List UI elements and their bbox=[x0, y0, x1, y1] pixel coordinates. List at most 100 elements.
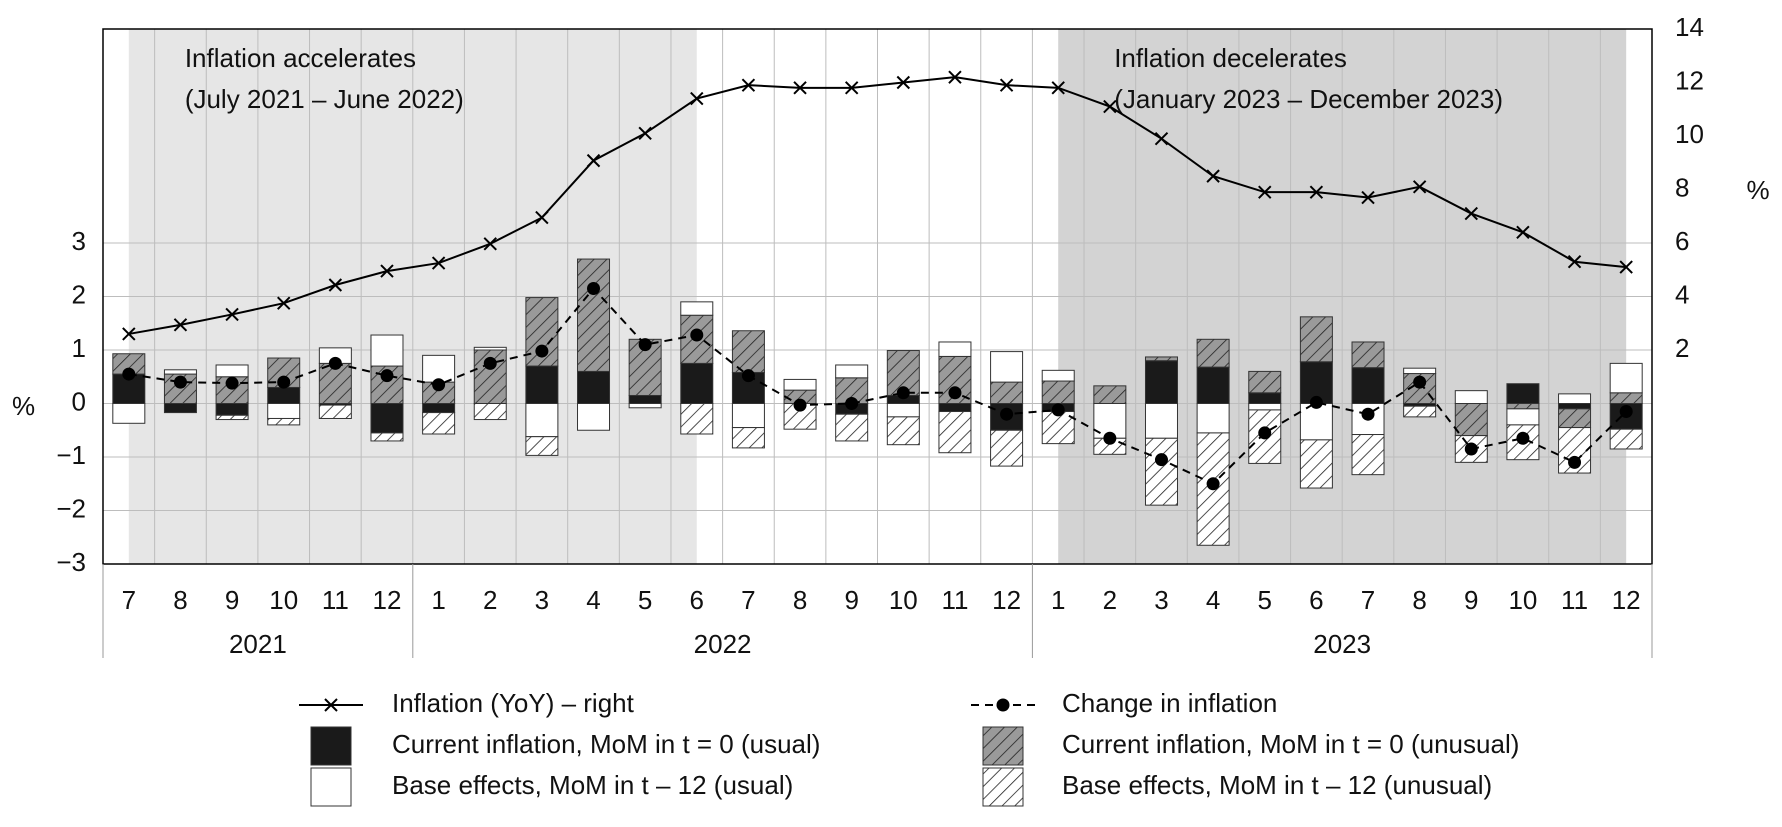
y-tick-label: −3 bbox=[56, 547, 86, 577]
point bbox=[1206, 477, 1220, 491]
y-tick-label: 1 bbox=[72, 333, 86, 363]
bar-segment bbox=[525, 436, 559, 456]
point bbox=[793, 81, 807, 95]
bar-segment bbox=[835, 364, 869, 379]
bar-segment bbox=[1144, 437, 1178, 506]
bar-segment bbox=[938, 411, 972, 454]
point bbox=[1516, 431, 1530, 445]
bar-segment bbox=[1144, 356, 1178, 362]
bar-segment bbox=[731, 403, 765, 429]
bar-segment bbox=[680, 301, 714, 316]
x-tick-label: 1 bbox=[431, 585, 445, 615]
legend-marker bbox=[324, 698, 338, 712]
bar-segment bbox=[1196, 403, 1230, 434]
y-tick-label: −2 bbox=[56, 493, 86, 523]
point bbox=[1568, 455, 1582, 469]
legend-label: Base effects, MoM in t – 12 (unusual) bbox=[1062, 770, 1492, 800]
point bbox=[431, 256, 446, 270]
bar-segment bbox=[525, 403, 559, 438]
point bbox=[1154, 131, 1169, 146]
point bbox=[638, 126, 652, 141]
point bbox=[845, 397, 859, 410]
legend-swatch bbox=[982, 726, 1024, 766]
bar-segment bbox=[1351, 341, 1385, 369]
bar-segment bbox=[525, 365, 559, 404]
point bbox=[948, 70, 962, 84]
point bbox=[999, 78, 1014, 92]
bar-segment bbox=[422, 354, 456, 383]
bar-segment bbox=[990, 429, 1024, 467]
point bbox=[741, 78, 756, 92]
bar-segment bbox=[1403, 367, 1437, 375]
bar-segment bbox=[215, 403, 249, 416]
bar-segment bbox=[370, 334, 404, 367]
point bbox=[690, 91, 704, 106]
y-tick-label: 0 bbox=[72, 386, 86, 416]
point bbox=[1103, 99, 1117, 114]
bar-segment bbox=[112, 403, 146, 424]
point bbox=[225, 376, 239, 390]
bar-segment bbox=[628, 403, 662, 409]
legend-swatch bbox=[310, 767, 352, 807]
point bbox=[1567, 255, 1582, 269]
bar-segment bbox=[1609, 428, 1643, 450]
y2-tick-label: 14 bbox=[1675, 12, 1704, 42]
plot-frame bbox=[102, 28, 1653, 565]
bar-segment bbox=[1558, 393, 1592, 404]
legend-label: Change in inflation bbox=[1062, 688, 1277, 718]
x-tick-label: 5 bbox=[1258, 585, 1272, 615]
point bbox=[1516, 225, 1530, 240]
bar-segment bbox=[731, 427, 765, 449]
point bbox=[122, 367, 136, 381]
x-tick-label: 12 bbox=[992, 585, 1021, 615]
point bbox=[535, 210, 549, 225]
bar-segment bbox=[1248, 392, 1282, 404]
x-tick-label: 2 bbox=[483, 585, 497, 615]
y-tick-label: 2 bbox=[72, 279, 86, 309]
point bbox=[1361, 407, 1375, 421]
point bbox=[1464, 206, 1478, 221]
point bbox=[328, 278, 343, 292]
x-tick-label: 10 bbox=[269, 585, 298, 615]
y-axis-label: % bbox=[12, 391, 35, 421]
x-tick-label: 12 bbox=[373, 585, 402, 615]
bar-segment bbox=[731, 330, 765, 373]
point bbox=[1103, 431, 1117, 445]
x-tick-label: 3 bbox=[1154, 585, 1168, 615]
point bbox=[122, 327, 136, 341]
annotation: Inflation accelerates bbox=[185, 43, 416, 73]
point bbox=[896, 386, 910, 400]
y2-tick-label: 10 bbox=[1675, 119, 1704, 149]
x-tick-label: 8 bbox=[1412, 585, 1426, 615]
point bbox=[277, 375, 291, 389]
point bbox=[483, 237, 497, 251]
bar-segment bbox=[1454, 403, 1488, 437]
bar-segment bbox=[628, 394, 662, 405]
legend-label: Current inflation, MoM in t = 0 (usual) bbox=[392, 729, 820, 759]
bar-segment bbox=[783, 403, 817, 430]
y2-tick-label: 12 bbox=[1675, 65, 1704, 95]
bar-segment bbox=[1351, 434, 1385, 476]
x-tick-label: 11 bbox=[322, 585, 349, 615]
bar-segment bbox=[1454, 390, 1488, 405]
point bbox=[896, 75, 911, 90]
bar-segment bbox=[1041, 411, 1075, 445]
point bbox=[1361, 190, 1375, 205]
line bbox=[128, 286, 1627, 485]
point bbox=[844, 81, 859, 95]
x-tick-label: 1 bbox=[1051, 585, 1065, 615]
point bbox=[1619, 405, 1633, 419]
bar-segment bbox=[1041, 369, 1075, 382]
bar-segment bbox=[1093, 385, 1127, 405]
point bbox=[1000, 407, 1014, 421]
point bbox=[1309, 185, 1324, 199]
line bbox=[128, 76, 1627, 335]
bar-segment bbox=[422, 403, 456, 414]
x-tick-label: 4 bbox=[1206, 585, 1220, 615]
bar-segment bbox=[1351, 367, 1385, 404]
bar-segment bbox=[680, 362, 714, 404]
y2-tick-label: 2 bbox=[1675, 333, 1689, 363]
point bbox=[380, 369, 394, 383]
x-tick-label: 11 bbox=[941, 585, 968, 615]
